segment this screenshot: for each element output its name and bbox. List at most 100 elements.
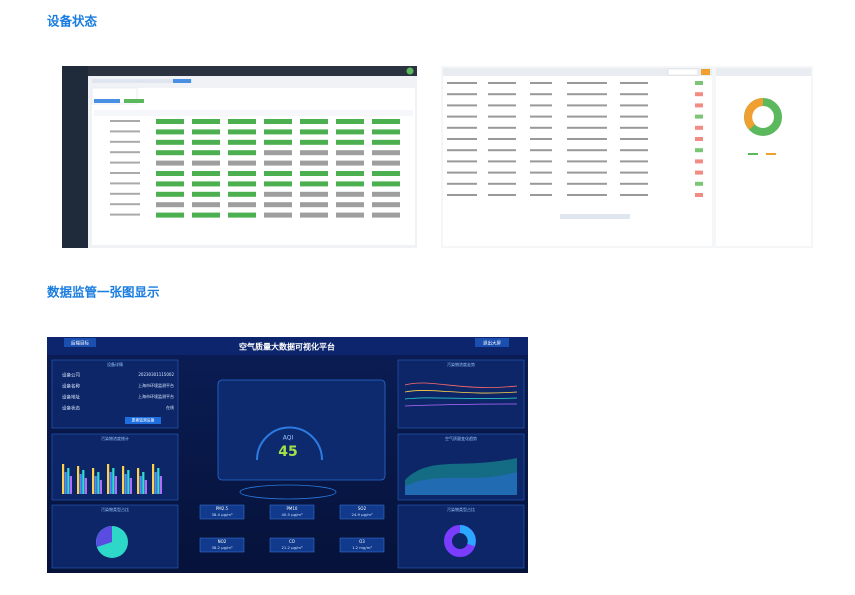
bar: [112, 468, 115, 494]
trend-line: [404, 382, 518, 388]
status-tag: [300, 191, 328, 197]
bar: [67, 468, 70, 494]
status-tag: [336, 212, 364, 218]
panel-title: 污染物浓度统计: [101, 435, 129, 441]
status-tag: [336, 160, 364, 166]
cell-text: [530, 115, 552, 118]
exit-button-label[interactable]: 退出大屏: [483, 340, 501, 347]
panel-title: 污染物类型占比: [101, 506, 129, 512]
bar: [97, 472, 100, 494]
status-tag: [192, 119, 220, 124]
bar: [82, 470, 85, 494]
chart-panel: [716, 68, 811, 246]
cell-text: [488, 126, 516, 129]
field-value: 在线: [166, 404, 174, 410]
screenshot-device-list: [62, 66, 417, 248]
cell-text: [567, 93, 607, 96]
panel-title: 污染物浓度走势: [447, 361, 475, 367]
status-tag: [336, 119, 364, 124]
status-tag: [336, 150, 364, 156]
cell-text: [488, 93, 516, 96]
trend-line: [404, 403, 518, 407]
nav-button[interactable]: [64, 338, 96, 347]
cell-text: [620, 82, 648, 84]
button: [124, 99, 144, 103]
status-tag: [695, 148, 703, 153]
cell-text: [567, 182, 607, 185]
panel: [397, 504, 525, 569]
status-tag: [156, 160, 184, 166]
bar: [139, 476, 142, 494]
status-tag: [695, 81, 703, 85]
status-tag: [336, 202, 364, 208]
cell-text: [620, 149, 648, 152]
button: [94, 99, 120, 103]
row-label: [110, 172, 140, 174]
status-tag: [372, 171, 400, 176]
section-title: 设备状态: [47, 14, 98, 29]
row-label: [110, 120, 140, 122]
pollutant-name: PM10: [287, 506, 298, 511]
cell-text: [567, 194, 607, 196]
bar: [107, 464, 110, 494]
status-tag: [192, 160, 220, 166]
exit-button[interactable]: [475, 338, 509, 347]
cell-text: [567, 126, 607, 129]
status-tag: [300, 212, 328, 218]
status-tag: [300, 119, 328, 124]
bar: [127, 470, 130, 494]
cell-text: [567, 160, 607, 163]
active-tab: [173, 79, 191, 83]
nav-button-label[interactable]: 后端目标: [71, 340, 89, 347]
donut-slice: [459, 525, 476, 547]
cell-text: [620, 160, 648, 163]
table-header: [94, 110, 413, 116]
cell-text: [447, 171, 477, 174]
cell-text: [567, 82, 607, 84]
status-tag: [300, 160, 328, 166]
pollutant-value: 21.2 μg/m³: [282, 545, 303, 550]
field-value: 上海市环境监测平台: [138, 393, 174, 399]
status-tag: [300, 181, 328, 187]
status-tag: [156, 119, 184, 124]
pie-slice: [96, 526, 112, 547]
pollutant-name: CO: [289, 539, 295, 544]
status-tag: [156, 129, 184, 135]
sidebar: [62, 66, 88, 248]
search-button: [701, 69, 710, 75]
status-tag: [695, 181, 703, 186]
trend-line: [404, 397, 518, 400]
cell-text: [530, 182, 552, 185]
legend-swatch: [748, 153, 758, 155]
bar: [114, 476, 117, 494]
cell-text: [530, 82, 552, 84]
pollutant-name: O3: [359, 539, 365, 544]
cell-text: [530, 126, 552, 129]
status-tag: [695, 170, 703, 175]
cell-text: [488, 194, 516, 196]
status-tag: [695, 114, 703, 119]
panel-title: 空气质量变化趋势: [445, 435, 477, 441]
action-button[interactable]: [125, 417, 161, 424]
status-tag: [695, 159, 703, 164]
status-tag: [264, 212, 292, 218]
status-tag: [264, 139, 292, 145]
action-button-label[interactable]: 更换监测设备: [132, 418, 155, 423]
cell-text: [530, 138, 552, 140]
row-label: [110, 182, 140, 185]
header-bar: [47, 337, 528, 355]
ring: [239, 484, 337, 500]
status-tag: [336, 139, 364, 145]
status-tag: [372, 202, 400, 208]
panel-title: 设备详情: [107, 361, 123, 367]
cell-text: [447, 126, 477, 129]
avatar: [406, 67, 414, 75]
status-tag: [372, 119, 400, 124]
dashboard-title: 空气质量大数据可视化平台: [239, 342, 335, 352]
panel: [397, 359, 525, 429]
status-tag: [192, 139, 220, 145]
pollutant-value: 1.2 mg/m³: [352, 545, 372, 550]
bar: [79, 474, 82, 494]
